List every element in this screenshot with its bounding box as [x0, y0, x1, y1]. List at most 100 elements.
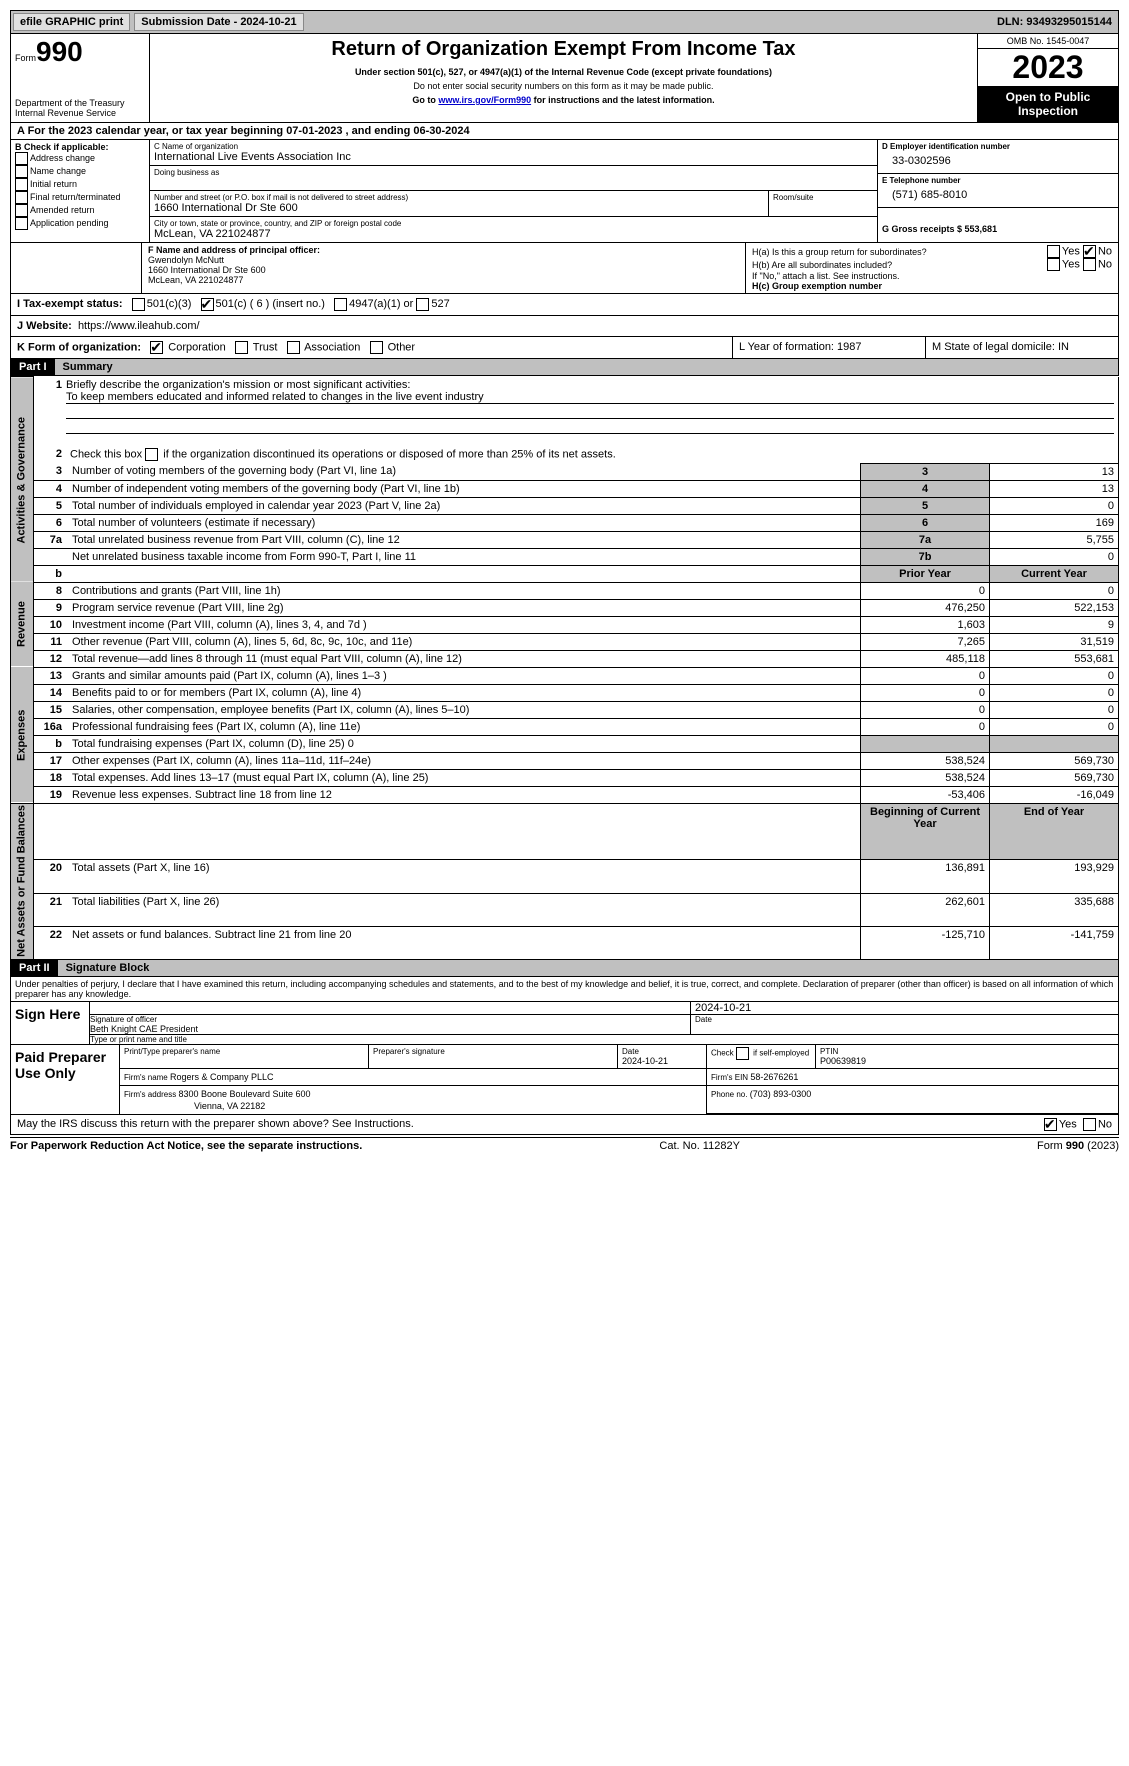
- discuss-no-checkbox[interactable]: [1083, 1118, 1096, 1131]
- exp-row: 18Total expenses. Add lines 13–17 (must …: [11, 769, 1119, 786]
- part2-header-row: Part II Signature Block: [10, 960, 1119, 977]
- gov-row: Net unrelated business taxable income fr…: [11, 548, 1119, 565]
- org-name-label: C Name of organization: [154, 142, 873, 151]
- dept-treasury: Department of the Treasury: [15, 98, 145, 108]
- box-b-title: B Check if applicable:: [15, 142, 145, 152]
- amended-return-checkbox[interactable]: [15, 204, 28, 217]
- ha-no-checkbox[interactable]: [1083, 245, 1096, 258]
- preparer-table: Paid Preparer Use Only Print/Type prepar…: [10, 1045, 1119, 1115]
- rev-vtext: Revenue: [11, 582, 34, 667]
- current-year-header: Current Year: [990, 565, 1119, 582]
- discontinued-checkbox[interactable]: [145, 448, 158, 461]
- tax-year: 2023: [978, 49, 1118, 86]
- ha-label: H(a) Is this a group return for subordin…: [752, 247, 927, 257]
- sig-officer-label: Signature of officer: [90, 1015, 690, 1024]
- header-section: B Check if applicable: Address change Na…: [10, 140, 1119, 243]
- form990-link[interactable]: www.irs.gov/Form990: [438, 95, 531, 105]
- omb-number: OMB No. 1545-0047: [978, 34, 1118, 49]
- city-label: City or town, state or province, country…: [154, 219, 873, 228]
- sig-date-label: Date: [695, 1015, 1118, 1024]
- form-title: Return of Organization Exempt From Incom…: [154, 38, 973, 61]
- exp-row: 14Benefits paid to or for members (Part …: [11, 684, 1119, 701]
- rev-row: 12Total revenue—add lines 8 through 11 (…: [11, 650, 1119, 667]
- 501c-checkbox[interactable]: [201, 298, 214, 311]
- website-label: J Website:: [17, 320, 72, 332]
- box-deg: D Employer identification number 33-0302…: [877, 140, 1118, 242]
- application-pending-checkbox[interactable]: [15, 217, 28, 230]
- ha-yes-checkbox[interactable]: [1047, 245, 1060, 258]
- form-number: 990: [36, 36, 83, 67]
- part1-header: Part I: [11, 359, 55, 375]
- gov-row: 5Total number of individuals employed in…: [11, 497, 1119, 514]
- footer: For Paperwork Reduction Act Notice, see …: [10, 1137, 1119, 1152]
- efile-print-button[interactable]: efile GRAPHIC print: [13, 13, 130, 31]
- preparer-label: Paid Preparer Use Only: [11, 1045, 120, 1115]
- line2: Check this box if the organization disco…: [66, 446, 1119, 464]
- assoc-checkbox[interactable]: [287, 341, 300, 354]
- firm-addr1: 8300 Boone Boulevard Suite 600: [178, 1089, 310, 1099]
- net-row: 21Total liabilities (Part X, line 26)262…: [11, 893, 1119, 926]
- hb-no-checkbox[interactable]: [1083, 258, 1096, 271]
- sign-here-label: Sign Here: [11, 1002, 90, 1045]
- box-klm: K Form of organization: Corporation Trus…: [10, 337, 1119, 359]
- other-checkbox[interactable]: [370, 341, 383, 354]
- mission-label: Briefly describe the organization's miss…: [66, 379, 1114, 391]
- ptin-value: P00639819: [820, 1056, 1114, 1066]
- 4947-checkbox[interactable]: [334, 298, 347, 311]
- tax-year-line: A For the 2023 calendar year, or tax yea…: [10, 123, 1119, 140]
- gov-row: 3Number of voting members of the governi…: [11, 463, 1119, 480]
- exp-row: 16aProfessional fundraising fees (Part I…: [11, 718, 1119, 735]
- gov-vtext: Activities & Governance: [11, 377, 34, 583]
- discuss-yes-checkbox[interactable]: [1044, 1118, 1057, 1131]
- gov-row: 4Number of independent voting members of…: [11, 480, 1119, 497]
- dln: DLN: 93493295015144: [997, 16, 1118, 28]
- initial-return-checkbox[interactable]: [15, 178, 28, 191]
- sign-date: 2024-10-21: [691, 1002, 1119, 1015]
- tax-exempt-label: I Tax-exempt status:: [17, 298, 123, 311]
- city-value: McLean, VA 221024877: [154, 228, 873, 240]
- submission-date: Submission Date - 2024-10-21: [134, 13, 303, 31]
- discuss-row: May the IRS discuss this return with the…: [10, 1115, 1119, 1135]
- exp-row: 17Other expenses (Part IX, column (A), l…: [11, 752, 1119, 769]
- form-label: Form: [15, 53, 36, 63]
- rev-row: 10Investment income (Part VIII, column (…: [11, 616, 1119, 633]
- part2-header: Part II: [11, 960, 58, 976]
- officer-name: Gwendolyn McNutt: [148, 255, 739, 265]
- phone-label: E Telephone number: [882, 176, 1114, 185]
- street-label: Number and street (or P.O. box if mail i…: [154, 193, 764, 202]
- prep-date: 2024-10-21: [622, 1056, 702, 1066]
- goto-line: Go to www.irs.gov/Form990 for instructio…: [154, 95, 973, 105]
- part2-title: Signature Block: [58, 960, 1118, 976]
- 527-checkbox[interactable]: [416, 298, 429, 311]
- corp-checkbox[interactable]: [150, 341, 163, 354]
- type-name-label: Type or print name and title: [90, 1035, 1118, 1044]
- net-row: 22Net assets or fund balances. Subtract …: [11, 926, 1119, 959]
- beg-year-header: Beginning of Current Year: [861, 803, 990, 860]
- exp-row: 19Revenue less expenses. Subtract line 1…: [11, 786, 1119, 803]
- box-f: F Name and address of principal officer:…: [142, 243, 746, 293]
- box-h: H(a) Is this a group return for subordin…: [746, 243, 1118, 293]
- name-change-checkbox[interactable]: [15, 165, 28, 178]
- hc-label: H(c) Group exemption number: [752, 281, 882, 291]
- officer-sig-name: Beth Knight CAE President: [90, 1024, 690, 1034]
- final-return-checkbox[interactable]: [15, 191, 28, 204]
- exp-vtext: Expenses: [11, 667, 34, 803]
- gov-row: 6Total number of volunteers (estimate if…: [11, 514, 1119, 531]
- box-c: C Name of organization International Liv…: [150, 140, 877, 242]
- box-i: I Tax-exempt status: 501(c)(3) 501(c) ( …: [10, 294, 1119, 316]
- gov-row: 7aTotal unrelated business revenue from …: [11, 531, 1119, 548]
- exp-row: bTotal fundraising expenses (Part IX, co…: [11, 735, 1119, 752]
- firm-ein: 58-2676261: [750, 1072, 798, 1082]
- self-employed-label: Check if self-employed: [711, 1047, 811, 1060]
- part1-header-row: Part I Summary: [10, 359, 1119, 376]
- prior-year-header: Prior Year: [861, 565, 990, 582]
- 501c3-checkbox[interactable]: [132, 298, 145, 311]
- section-fh: F Name and address of principal officer:…: [10, 243, 1119, 294]
- self-employed-checkbox[interactable]: [736, 1047, 749, 1060]
- officer-addr2: McLean, VA 221024877: [148, 275, 739, 285]
- address-change-checkbox[interactable]: [15, 152, 28, 165]
- spacer: [308, 20, 995, 24]
- hb-label: H(b) Are all subordinates included?: [752, 260, 892, 270]
- trust-checkbox[interactable]: [235, 341, 248, 354]
- hb-yes-checkbox[interactable]: [1047, 258, 1060, 271]
